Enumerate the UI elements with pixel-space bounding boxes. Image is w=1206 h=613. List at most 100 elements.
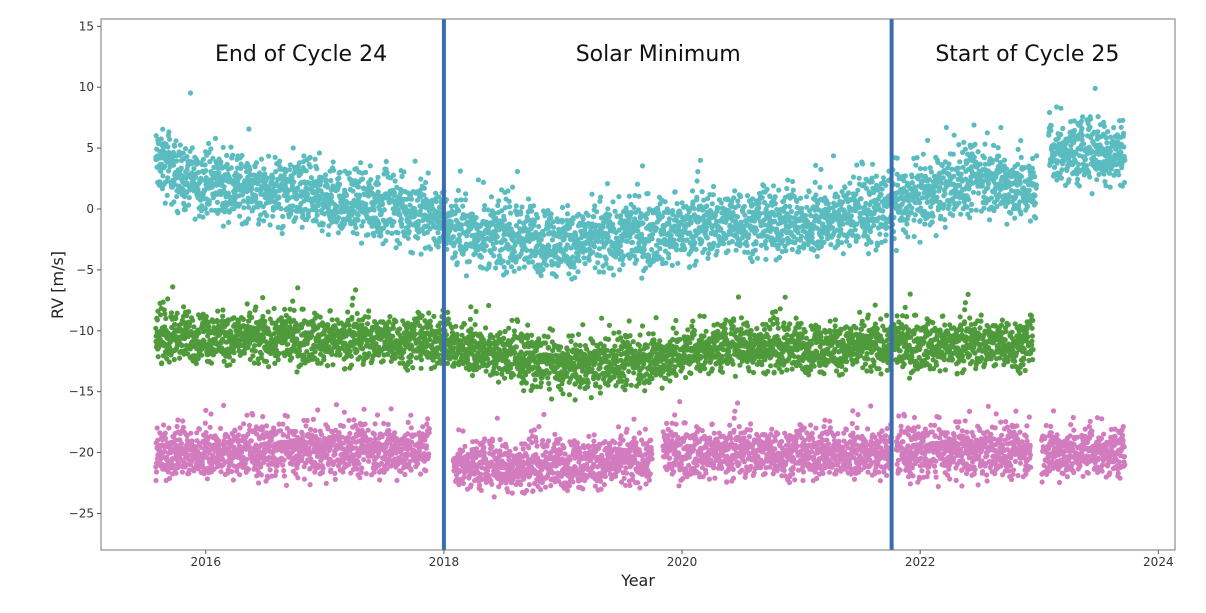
data-point: [305, 214, 311, 220]
data-point: [842, 185, 848, 191]
data-point: [246, 126, 252, 132]
data-point: [277, 158, 283, 164]
data-point: [575, 269, 581, 275]
data-point: [868, 239, 874, 245]
data-point: [610, 199, 616, 205]
data-point: [353, 225, 359, 231]
data-point: [206, 140, 212, 147]
data-point: [525, 196, 532, 202]
data-point: [331, 167, 337, 173]
data-point: [990, 142, 997, 148]
data-point: [626, 193, 633, 199]
data-point: [358, 240, 365, 246]
data-point: [289, 355, 295, 361]
data-point: [911, 217, 917, 223]
data-point: [1087, 174, 1093, 180]
data-point: [366, 308, 372, 314]
data-point: [196, 169, 202, 175]
data-point: [597, 253, 603, 259]
data-point: [428, 246, 434, 252]
data-point: [819, 235, 825, 241]
data-point: [291, 307, 297, 313]
data-point: [972, 141, 978, 147]
data-point: [922, 221, 928, 227]
data-point: [350, 295, 356, 301]
data-point: [744, 193, 751, 199]
data-point: [448, 219, 454, 225]
data-point: [1034, 153, 1040, 159]
data-point: [206, 198, 212, 204]
data-point: [171, 356, 177, 363]
data-point: [295, 185, 301, 191]
data-point: [1033, 215, 1039, 221]
data-point: [617, 243, 624, 249]
data-point: [259, 191, 265, 197]
data-point: [360, 219, 366, 225]
data-point: [1089, 191, 1095, 197]
data-point: [172, 321, 178, 327]
data-point: [942, 224, 948, 230]
data-point: [576, 258, 582, 264]
data-point: [1121, 144, 1127, 150]
data-point: [882, 238, 888, 244]
data-point: [674, 201, 680, 207]
data-point: [375, 174, 381, 180]
data-point: [187, 90, 194, 96]
data-point: [399, 223, 405, 229]
data-point: [813, 192, 819, 198]
data-point: [328, 194, 335, 200]
data-point: [934, 194, 940, 200]
data-point: [406, 228, 412, 234]
data-point: [344, 200, 351, 206]
data-point: [783, 248, 789, 254]
data-point: [304, 191, 311, 197]
data-point: [240, 316, 246, 322]
data-point: [925, 137, 931, 143]
data-point: [591, 214, 597, 220]
series-cyan: [153, 85, 1128, 282]
data-point: [607, 212, 613, 218]
data-point: [163, 315, 169, 322]
data-point: [964, 204, 970, 210]
data-point: [975, 190, 982, 196]
data-point: [704, 203, 710, 209]
data-point: [247, 310, 253, 316]
data-point: [710, 192, 716, 198]
data-point: [364, 321, 371, 327]
data-point: [589, 191, 595, 197]
data-point: [355, 217, 361, 223]
data-point: [764, 203, 771, 209]
data-point: [989, 160, 995, 166]
data-point: [334, 203, 340, 210]
data-point: [157, 179, 163, 185]
data-point: [162, 200, 168, 206]
data-point: [604, 181, 611, 187]
data-point: [764, 186, 770, 192]
data-point: [1082, 156, 1089, 162]
data-point: [961, 139, 967, 145]
data-point: [590, 249, 596, 255]
data-point: [1024, 203, 1030, 209]
data-point: [634, 257, 640, 263]
data-point: [705, 255, 711, 261]
data-point: [1026, 187, 1032, 193]
data-point: [375, 181, 381, 187]
data-point: [855, 187, 861, 193]
data-point: [192, 216, 198, 222]
data-point: [920, 151, 926, 157]
data-point: [529, 208, 535, 214]
data-point: [1086, 169, 1092, 176]
data-point: [165, 296, 171, 302]
data-point: [220, 223, 226, 229]
data-point: [521, 264, 528, 270]
data-point: [848, 213, 855, 219]
data-point: [904, 221, 910, 227]
data-point: [488, 194, 495, 200]
data-point: [950, 151, 956, 157]
data-point: [263, 358, 270, 364]
data-point: [809, 235, 815, 241]
data-point: [788, 208, 795, 215]
data-point: [253, 195, 259, 201]
data-point: [204, 210, 210, 216]
data-point: [830, 225, 836, 231]
